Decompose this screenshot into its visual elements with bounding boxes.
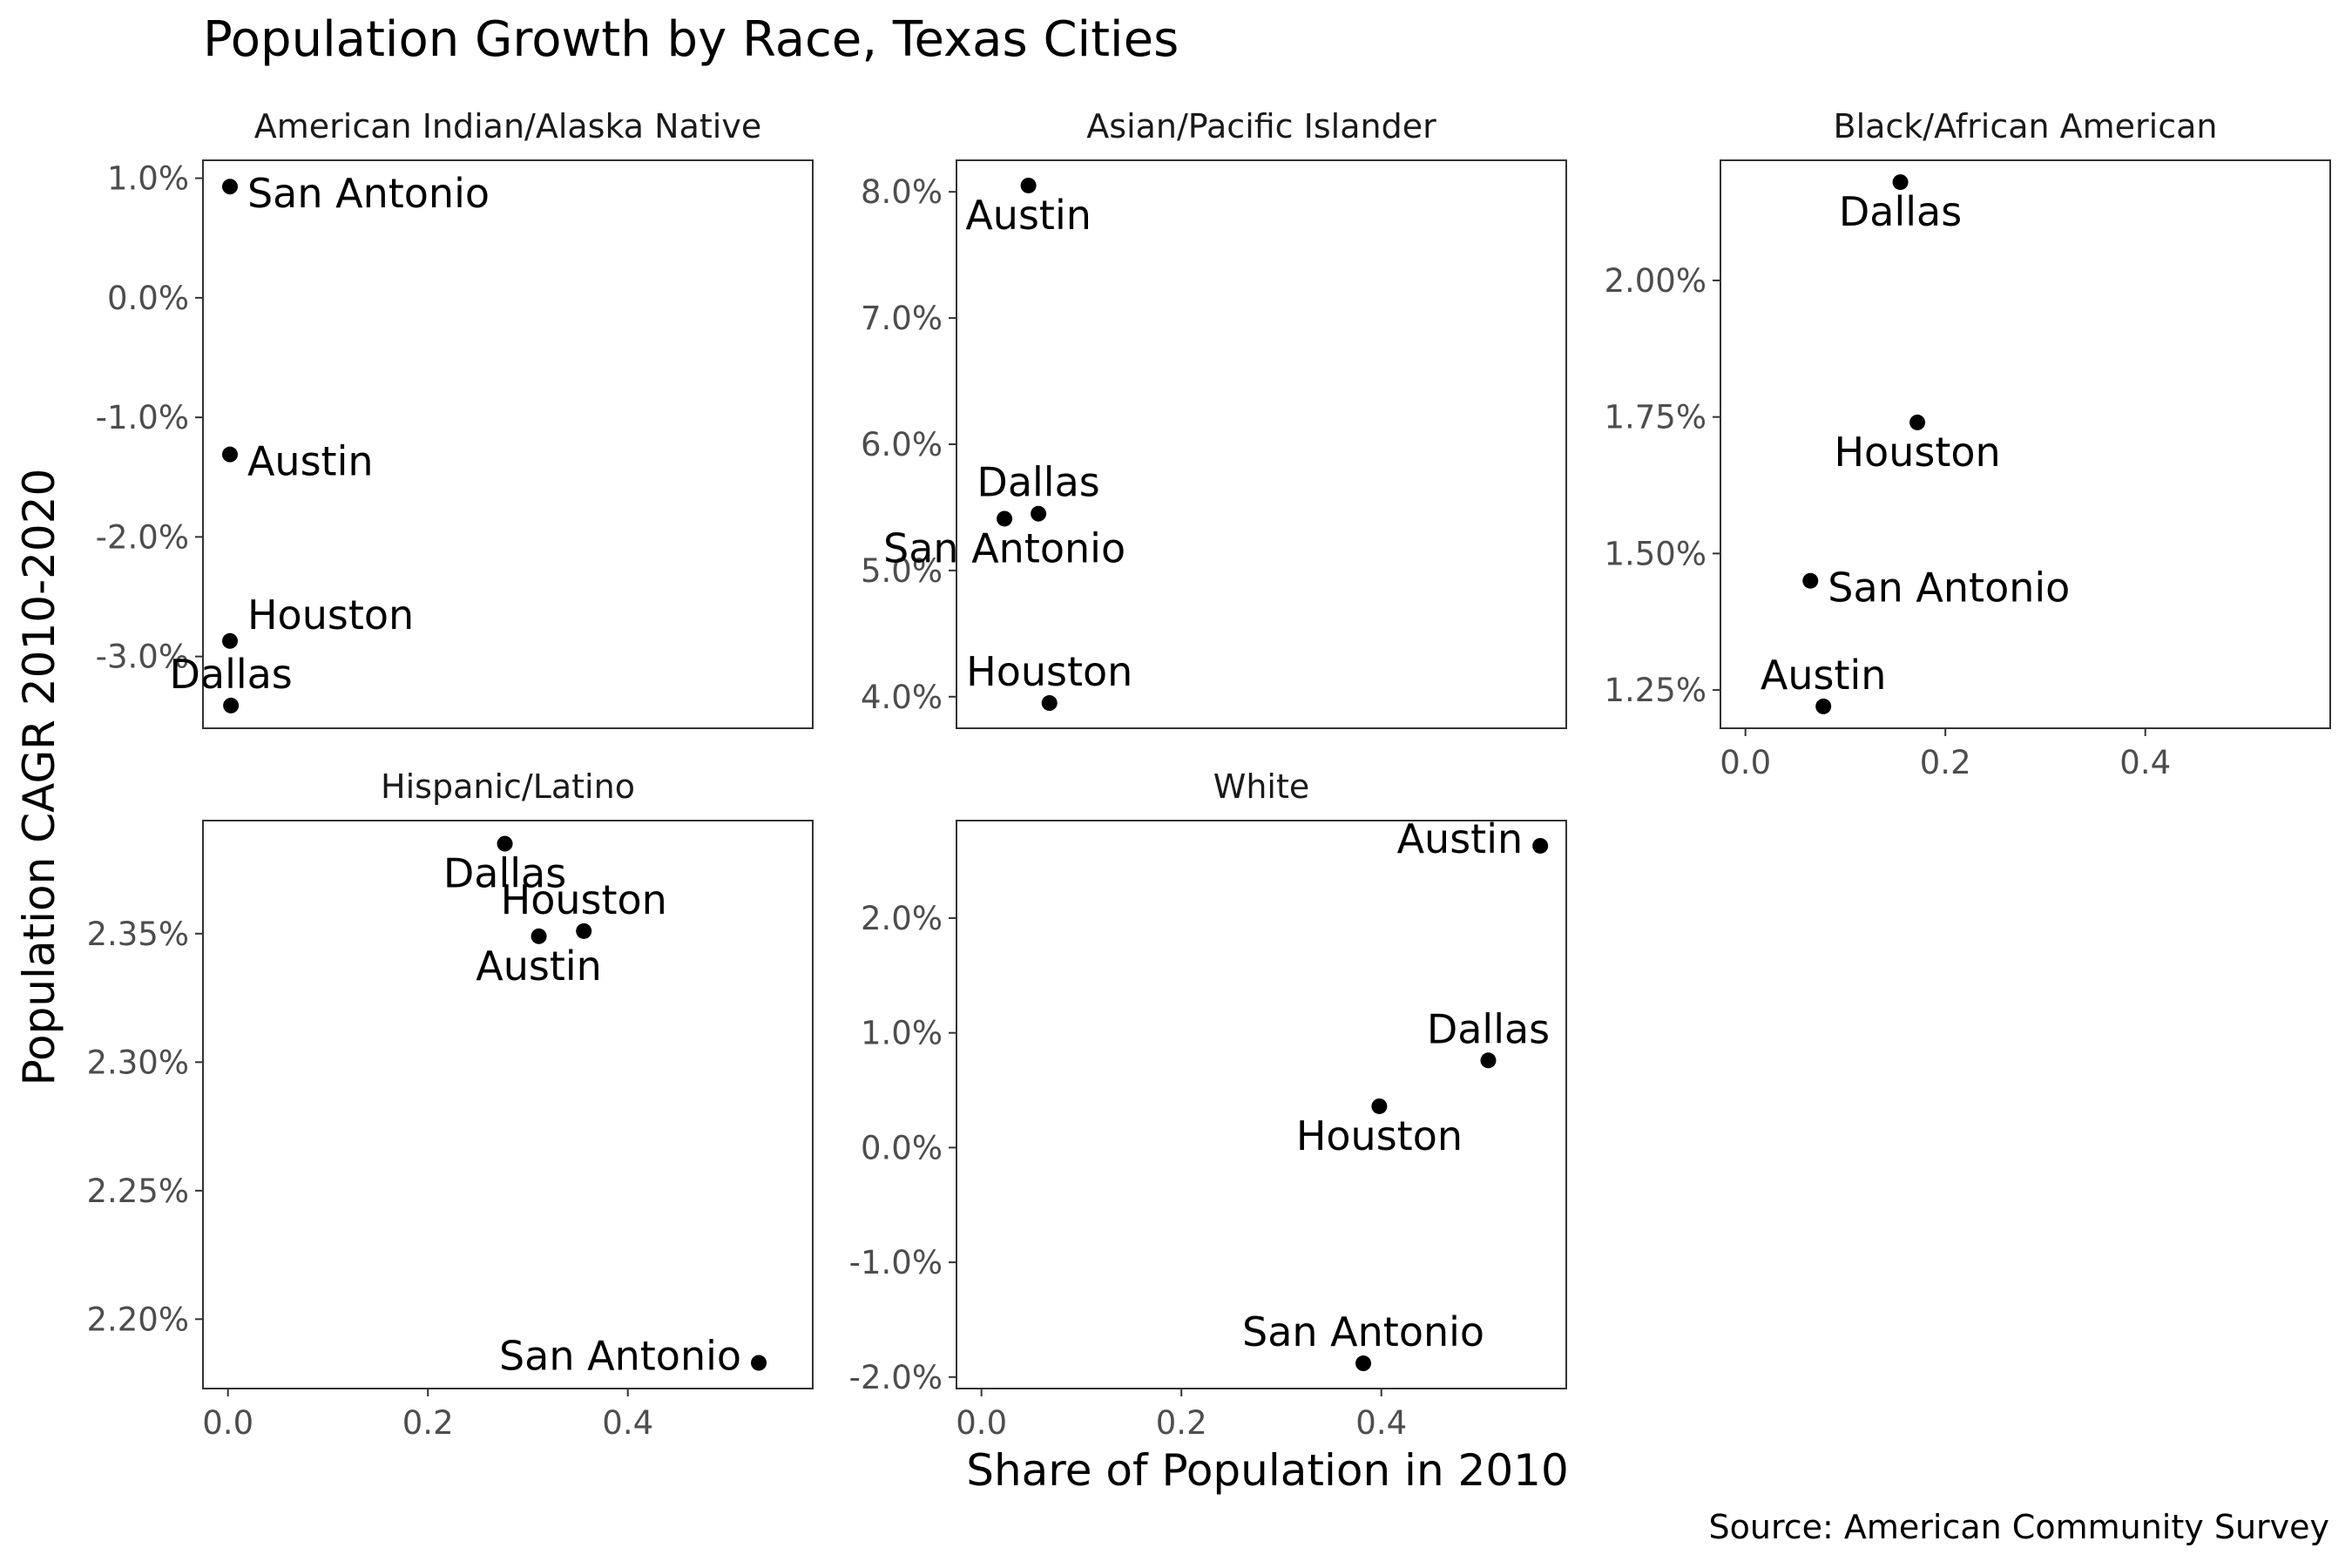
data-label-dallas: Dallas [443, 850, 566, 897]
data-label-austin: Austin [1397, 815, 1524, 862]
data-label-houston: Houston [1834, 429, 2000, 476]
y-tick-label: 7.0% [861, 300, 943, 337]
y-tick-label: 2.0% [861, 900, 943, 937]
facet-panel-black-african-american: Black/African American 2.00% 1.75% 1.50% 1.2… [1604, 107, 2331, 781]
panel-border [956, 820, 1567, 1389]
panel-border [956, 159, 1567, 729]
facet-panel-hispanic-latino: Hispanic/Latino 2.35% 2.30% 2.25% 2.20% 0.0 0.… [86, 767, 814, 1442]
data-point-houston [1371, 1098, 1388, 1114]
data-point-austin [1020, 177, 1037, 193]
data-point-dallas [1031, 505, 1047, 522]
data-point-dallas [1480, 1052, 1497, 1069]
data-label-austin: Austin [247, 438, 374, 485]
data-point-dallas [1892, 174, 1909, 191]
y-tick-label: 1.25% [1604, 672, 1707, 709]
facet-strip-title: American Indian/Alaska Native [254, 107, 761, 145]
data-label-dallas: Dallas [977, 459, 1099, 506]
y-tick-label: 6.0% [861, 426, 943, 463]
data-label-austin: Austin [476, 943, 602, 990]
x-tick-label: 0.4 [1355, 1404, 1407, 1442]
data-point-san-antonio [1355, 1355, 1372, 1372]
facet-panel-white: White 2.0% 1.0% 0.0% -1.0% -2.0% 0.0 0.2 0.4 Aust… [849, 767, 1567, 1442]
y-tick-label: 5.0% [861, 552, 943, 590]
data-point-san-antonio [221, 179, 238, 195]
y-tick-label: -1.0% [849, 1244, 943, 1281]
data-point-austin [531, 928, 547, 944]
data-point-austin [221, 446, 238, 463]
y-tick-label: 0.0% [861, 1129, 943, 1166]
panel-border [202, 159, 814, 729]
data-point-austin [1532, 837, 1549, 854]
data-point-san-antonio [1802, 572, 1819, 589]
data-point-san-antonio [997, 510, 1013, 527]
facet-strip-title: White [1213, 767, 1310, 806]
x-tick-label: 0.2 [1920, 744, 1971, 781]
data-label-houston: Houston [501, 876, 667, 923]
x-tick-label: 0.4 [2119, 744, 2171, 781]
facet-strip-title: Hispanic/Latino [381, 767, 635, 806]
panel-border [1720, 159, 2331, 729]
data-point-houston [576, 923, 592, 939]
data-label-dallas: Dallas [1427, 1005, 1550, 1052]
facet-strip-title: Black/African American [1834, 107, 2218, 145]
data-label-houston: Houston [1296, 1112, 1463, 1159]
data-label-san-antonio: San Antonio [247, 170, 490, 217]
data-point-dallas [223, 697, 240, 713]
facet-strip-title: Asian/Pacific Islander [1086, 107, 1436, 145]
y-tick-label: 1.50% [1604, 535, 1707, 572]
y-tick-label: 8.0% [861, 173, 943, 211]
data-label-san-antonio: San Antonio [499, 1332, 741, 1379]
y-tick-label: 1.0% [107, 160, 189, 198]
y-tick-label: -1.0% [96, 399, 189, 436]
facet-panel-american-indian-alaska-native: American Indian/Alaska Native 1.0% 0.0% -1.… [96, 107, 814, 729]
y-tick-label: 2.30% [86, 1044, 189, 1081]
panel-border [202, 820, 814, 1389]
data-label-austin: Austin [1761, 652, 1887, 699]
x-tick-label: 0.0 [202, 1404, 253, 1442]
data-point-houston [1909, 414, 1926, 430]
y-tick-label: 1.0% [861, 1015, 943, 1052]
y-tick-label: -2.0% [96, 518, 189, 556]
data-label-houston: Houston [966, 648, 1132, 695]
x-tick-label: 0.2 [402, 1404, 454, 1442]
data-point-austin [1815, 698, 1832, 714]
x-tick-label: 0.0 [956, 1404, 1007, 1442]
data-point-dallas [497, 835, 513, 852]
data-label-san-antonio: San Antonio [1242, 1308, 1484, 1355]
data-label-dallas: Dallas [1839, 188, 1962, 235]
y-tick-label: 4.0% [861, 679, 943, 716]
y-tick-label: 2.25% [86, 1173, 189, 1210]
data-label-san-antonio: San Antonio [1828, 564, 2070, 612]
data-label-dallas: Dallas [169, 651, 292, 698]
data-label-austin: Austin [965, 192, 1092, 239]
x-tick-label: 0.2 [1156, 1404, 1207, 1442]
y-tick-label: 2.20% [86, 1301, 189, 1338]
y-tick-label: -3.0% [96, 639, 189, 676]
facet-panel-asian-pacific-islander: Asian/Pacific Islander 8.0% 7.0% 6.0% 5.0% 4.… [861, 107, 1567, 729]
x-tick-label: 0.0 [1720, 744, 1771, 781]
chart-title: Population Growth by Race, Texas Cities [203, 11, 1179, 68]
data-label-san-antonio: San Antonio [883, 524, 1125, 571]
data-point-san-antonio [751, 1355, 767, 1371]
chart-caption: Source: American Community Survey [1709, 1508, 2330, 1546]
y-axis-title: Population CAGR 2010-2020 [14, 469, 64, 1086]
y-tick-label: 2.00% [1604, 262, 1707, 300]
data-point-houston [1041, 695, 1058, 712]
data-point-houston [221, 632, 238, 649]
x-axis-title: Share of Population in 2010 [966, 1445, 1569, 1496]
y-tick-label: 1.75% [1604, 399, 1707, 436]
y-tick-label: -2.0% [849, 1359, 943, 1396]
y-tick-label: 2.35% [86, 916, 189, 953]
x-tick-label: 0.4 [602, 1404, 653, 1442]
y-tick-label: 0.0% [107, 280, 189, 317]
facet-panels: American Indian/Alaska Native 1.0% 0.0% -1.… [86, 107, 2331, 1442]
data-label-houston: Houston [247, 591, 414, 639]
